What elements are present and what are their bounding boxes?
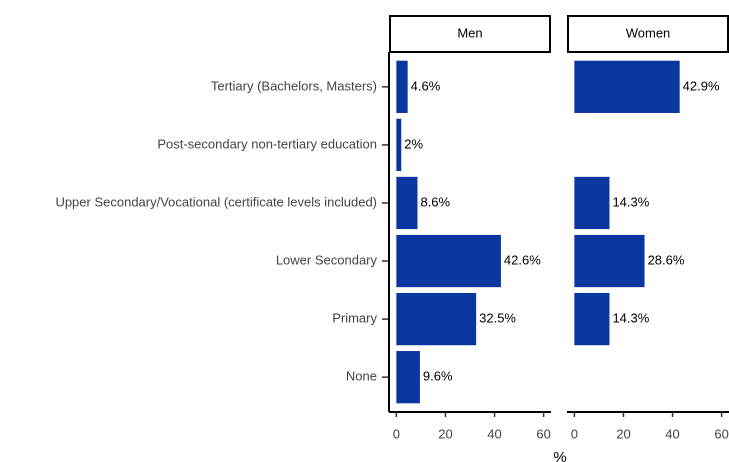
x-tick-label: 40 (487, 426, 501, 441)
x-tick-label: 0 (571, 426, 578, 441)
bar (396, 176, 418, 230)
value-label: 28.6% (648, 252, 685, 267)
facet-strip (389, 15, 551, 53)
y-tick-label: Tertiary (Bachelors, Masters) (211, 78, 377, 93)
bar (574, 60, 680, 113)
bar (396, 234, 501, 288)
bar (574, 234, 645, 288)
x-axis-label: % (553, 449, 566, 462)
x-tick-label: 60 (536, 426, 550, 441)
value-label: 14.3% (612, 311, 649, 326)
value-label: 4.6% (411, 78, 441, 93)
y-tick-label: Primary (332, 311, 377, 326)
y-tick-label: None (346, 369, 377, 384)
x-tick-label: 40 (665, 426, 679, 441)
x-tick-label: 0 (393, 426, 400, 441)
y-tick-label: Lower Secondary (276, 252, 378, 267)
value-label: 9.6% (423, 369, 453, 384)
y-tick-label: Post-secondary non-tertiary education (157, 136, 377, 151)
bar (574, 292, 610, 346)
facet-label: Men (457, 25, 482, 40)
x-tick-label: 20 (616, 426, 630, 441)
bar (574, 176, 610, 230)
y-tick-label: Upper Secondary/Vocational (certificate … (55, 194, 377, 209)
bar (396, 118, 402, 172)
value-label: 14.3% (612, 194, 649, 209)
value-label: 8.6% (420, 194, 450, 209)
bar (396, 351, 420, 404)
value-label: 2% (404, 136, 423, 151)
x-tick-label: 20 (438, 426, 452, 441)
facet-strip (567, 15, 729, 53)
value-label: 32.5% (479, 311, 516, 326)
x-tick-label: 60 (714, 426, 728, 441)
facet-label: Women (626, 25, 671, 40)
value-label: 42.9% (683, 78, 720, 93)
bar (396, 292, 477, 346)
bar (396, 60, 408, 113)
value-label: 42.6% (504, 252, 541, 267)
